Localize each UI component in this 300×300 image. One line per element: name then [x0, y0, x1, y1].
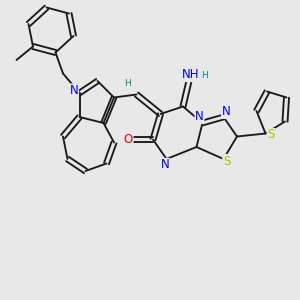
Text: N: N: [160, 158, 169, 172]
Text: N: N: [195, 110, 204, 124]
Text: H: H: [124, 79, 131, 88]
Text: N: N: [221, 105, 230, 119]
Text: H: H: [202, 70, 208, 80]
Text: S: S: [223, 154, 230, 168]
Text: O: O: [124, 133, 133, 146]
Text: NH: NH: [182, 68, 199, 82]
Text: N: N: [70, 84, 79, 97]
Text: S: S: [267, 128, 274, 142]
